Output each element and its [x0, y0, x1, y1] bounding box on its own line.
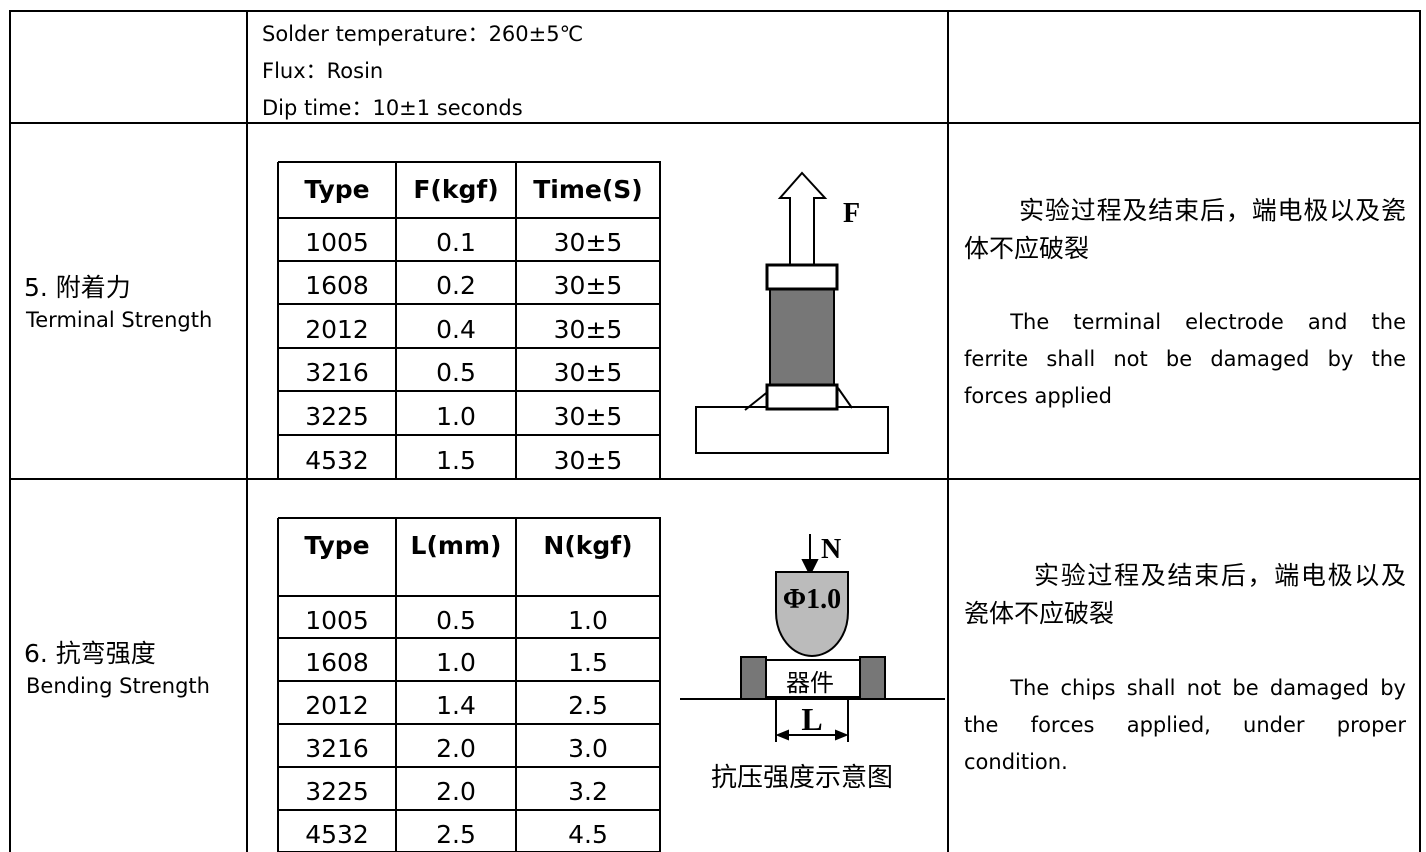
- cell: 2.5: [436, 819, 476, 849]
- header-cell: Type: [304, 175, 370, 204]
- cell: 2.0: [436, 734, 476, 763]
- cell: 4532: [305, 445, 369, 475]
- table-border: [278, 434, 661, 436]
- table-border: [515, 518, 517, 852]
- cell: 1.0: [436, 648, 476, 677]
- force-label: N: [821, 534, 841, 565]
- cell: 1005: [305, 228, 369, 257]
- cell: 30±5: [553, 314, 623, 344]
- item-subtitle: Terminal Strength: [26, 308, 213, 332]
- cell: 3225: [305, 401, 369, 431]
- header-cell: Time(S): [533, 175, 643, 204]
- border: [10, 478, 1421, 480]
- table-border: [278, 517, 661, 519]
- tip-label: Φ1.0: [783, 584, 841, 615]
- item-title: 5. 附着力: [24, 273, 131, 302]
- header-cell: Type: [304, 531, 370, 560]
- header-cell: N(kgf): [543, 531, 633, 560]
- cell: 3216: [305, 358, 369, 387]
- condition: Solder temperature：260±5℃: [262, 22, 584, 46]
- border: [246, 10, 248, 852]
- cell: 0.4: [436, 314, 476, 344]
- border: [9, 10, 11, 852]
- table-border: [278, 637, 661, 639]
- table-border: [278, 723, 661, 725]
- cell: 1608: [305, 271, 369, 300]
- cell: 2.5: [568, 691, 608, 720]
- cell: 4532: [305, 819, 369, 849]
- table-border: [659, 518, 661, 852]
- cell: 1.4: [436, 691, 476, 720]
- caption: 抗压强度示意图: [711, 763, 893, 792]
- cell: 30±5: [553, 228, 623, 257]
- condition: Flux：Rosin: [262, 59, 384, 83]
- table-border: [277, 162, 279, 479]
- border: [10, 10, 1421, 12]
- table-border: [278, 260, 661, 262]
- table-border: [278, 680, 661, 682]
- table-border: [395, 162, 397, 479]
- cell: 0.1: [436, 228, 476, 257]
- border: [947, 10, 949, 852]
- table-border: [278, 766, 661, 768]
- cell: 3216: [305, 734, 369, 763]
- table-border: [278, 303, 661, 305]
- table-border: [278, 217, 661, 219]
- table-border: [278, 595, 661, 597]
- table-border: [278, 809, 661, 811]
- table-border: [278, 161, 661, 163]
- table-border: [515, 162, 517, 479]
- cell: 1.0: [568, 605, 608, 635]
- cell: 1.0: [436, 401, 476, 431]
- cell: 1.5: [436, 445, 476, 475]
- requirement-cn: 实验过程及结束后，端电极以及瓷体不应破裂: [964, 196, 1406, 263]
- cell: 1.5: [568, 648, 608, 677]
- cell: 30±5: [553, 358, 623, 387]
- cell: 1608: [305, 648, 369, 677]
- requirement-cn: 实验过程及结束后，端电极以及瓷体不应破裂: [964, 561, 1406, 628]
- cell: 3.0: [568, 734, 608, 763]
- part-label: 器件: [786, 670, 834, 697]
- cell: 3.2: [568, 777, 608, 806]
- cell: 2012: [305, 314, 369, 344]
- item-title: 6. 抗弯强度: [24, 639, 156, 668]
- cell: 1005: [305, 605, 369, 635]
- border: [10, 122, 1421, 124]
- table-border: [277, 518, 279, 852]
- cell: 2012: [305, 691, 369, 720]
- table-border: [278, 478, 661, 480]
- header-cell: L(mm): [410, 531, 502, 560]
- cell: 4.5: [568, 819, 608, 849]
- span-label: L: [801, 701, 822, 737]
- cell: 2.0: [436, 777, 476, 806]
- requirement-en: The chips shall not be damaged by the fo…: [964, 676, 1406, 774]
- border: [1419, 10, 1421, 852]
- condition: Dip time：10±1 seconds: [262, 96, 523, 120]
- force-label: F: [843, 198, 860, 229]
- item-subtitle: Bending Strength: [26, 674, 210, 698]
- table-border: [659, 162, 661, 479]
- cell: 30±5: [553, 401, 623, 431]
- table-border: [278, 347, 661, 349]
- requirement-en: The terminal electrode and the ferrite s…: [964, 310, 1406, 408]
- table-border: [278, 390, 661, 392]
- cell: 30±5: [553, 445, 623, 475]
- cell: 0.5: [436, 358, 476, 387]
- cell: 0.5: [436, 605, 476, 635]
- table-border: [395, 518, 397, 852]
- cell: 0.2: [436, 271, 476, 300]
- cell: 3225: [305, 777, 369, 806]
- cell: 30±5: [553, 271, 623, 300]
- header-cell: F(kgf): [413, 175, 499, 204]
